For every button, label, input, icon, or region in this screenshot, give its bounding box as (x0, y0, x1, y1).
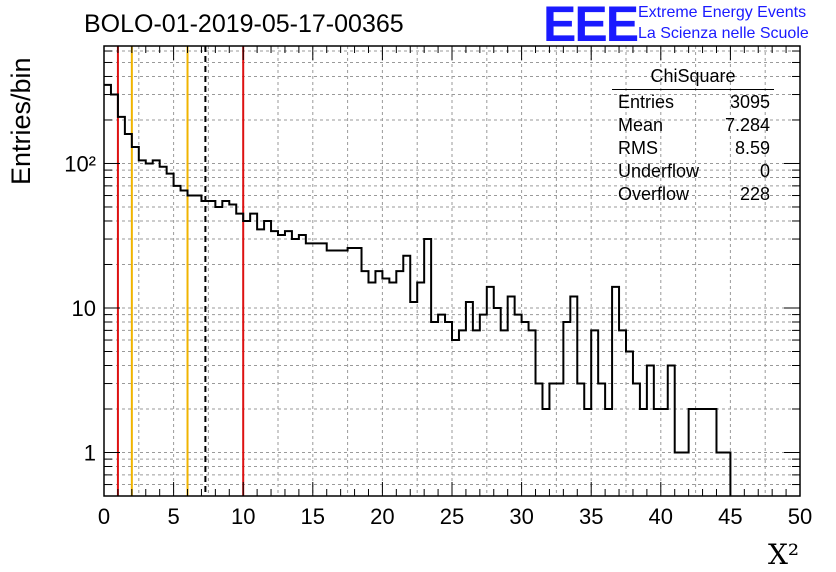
stat-label: RMS (618, 138, 658, 158)
x-tick-label: 30 (509, 504, 533, 529)
stat-label: Mean (618, 115, 664, 135)
x-tick-label: 45 (718, 504, 742, 529)
y-tick-label: 10 (72, 296, 96, 321)
stat-value: 8.59 (734, 138, 770, 158)
stat-row-rms: RMS 8.59 (612, 136, 778, 159)
logo-line-1: Extreme Energy Events (638, 4, 807, 21)
stat-row-underflow: Underflow 0 (612, 159, 778, 182)
stat-label: Entries (618, 92, 675, 112)
stats-box: ChiSquare Entries 3095 Mean 7.284 RMS 8.… (612, 66, 778, 205)
x-tick-label: 25 (440, 504, 464, 529)
stat-label: Underflow (618, 161, 700, 181)
stat-value: 7.284 (724, 115, 770, 135)
stat-row-overflow: Overflow 228 (612, 182, 778, 205)
x-tick-label: 20 (370, 504, 394, 529)
x-tick-label: 40 (649, 504, 673, 529)
stat-value: 3095 (729, 92, 770, 112)
stat-row-entries: Entries 3095 (612, 90, 778, 113)
stat-label: Overflow (618, 184, 690, 204)
x-tick-label: 35 (579, 504, 603, 529)
stat-value: 0 (759, 161, 770, 181)
x-tick-label: 10 (231, 504, 255, 529)
x-tick-label: 50 (788, 504, 812, 529)
stat-row-mean: Mean 7.284 (612, 113, 778, 136)
x-tick-label: 0 (98, 504, 110, 529)
y-axis-label: Entries/bin (6, 57, 36, 185)
y-tick-label: 1 (84, 440, 96, 465)
eee-logo: EEE (543, 0, 639, 52)
stats-title: ChiSquare (612, 66, 774, 90)
logo-line-2: La Scienza nelle Scuole (638, 25, 809, 42)
stat-value: 228 (739, 184, 770, 204)
chart-title: BOLO-01-2019-05-17-00365 (84, 10, 404, 38)
x-tick-label: 15 (301, 504, 325, 529)
histogram-series (104, 83, 732, 496)
x-tick-label: 5 (167, 504, 179, 529)
x-axis-label: X² (768, 538, 800, 571)
y-tick-label: 10² (64, 151, 96, 176)
